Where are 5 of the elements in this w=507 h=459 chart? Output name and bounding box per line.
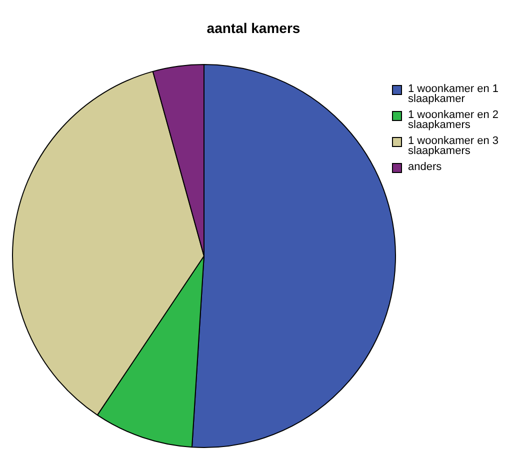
legend-label: anders	[408, 161, 442, 173]
legend-label: 1 woonkamer en 1 slaapkamer	[408, 83, 500, 105]
legend-label: 1 woonkamer en 3 slaapkamers	[408, 135, 500, 157]
legend-label: 1 woonkamer en 2 slaapkamers	[408, 109, 500, 131]
chart-title: aantal kamers	[206, 20, 302, 36]
